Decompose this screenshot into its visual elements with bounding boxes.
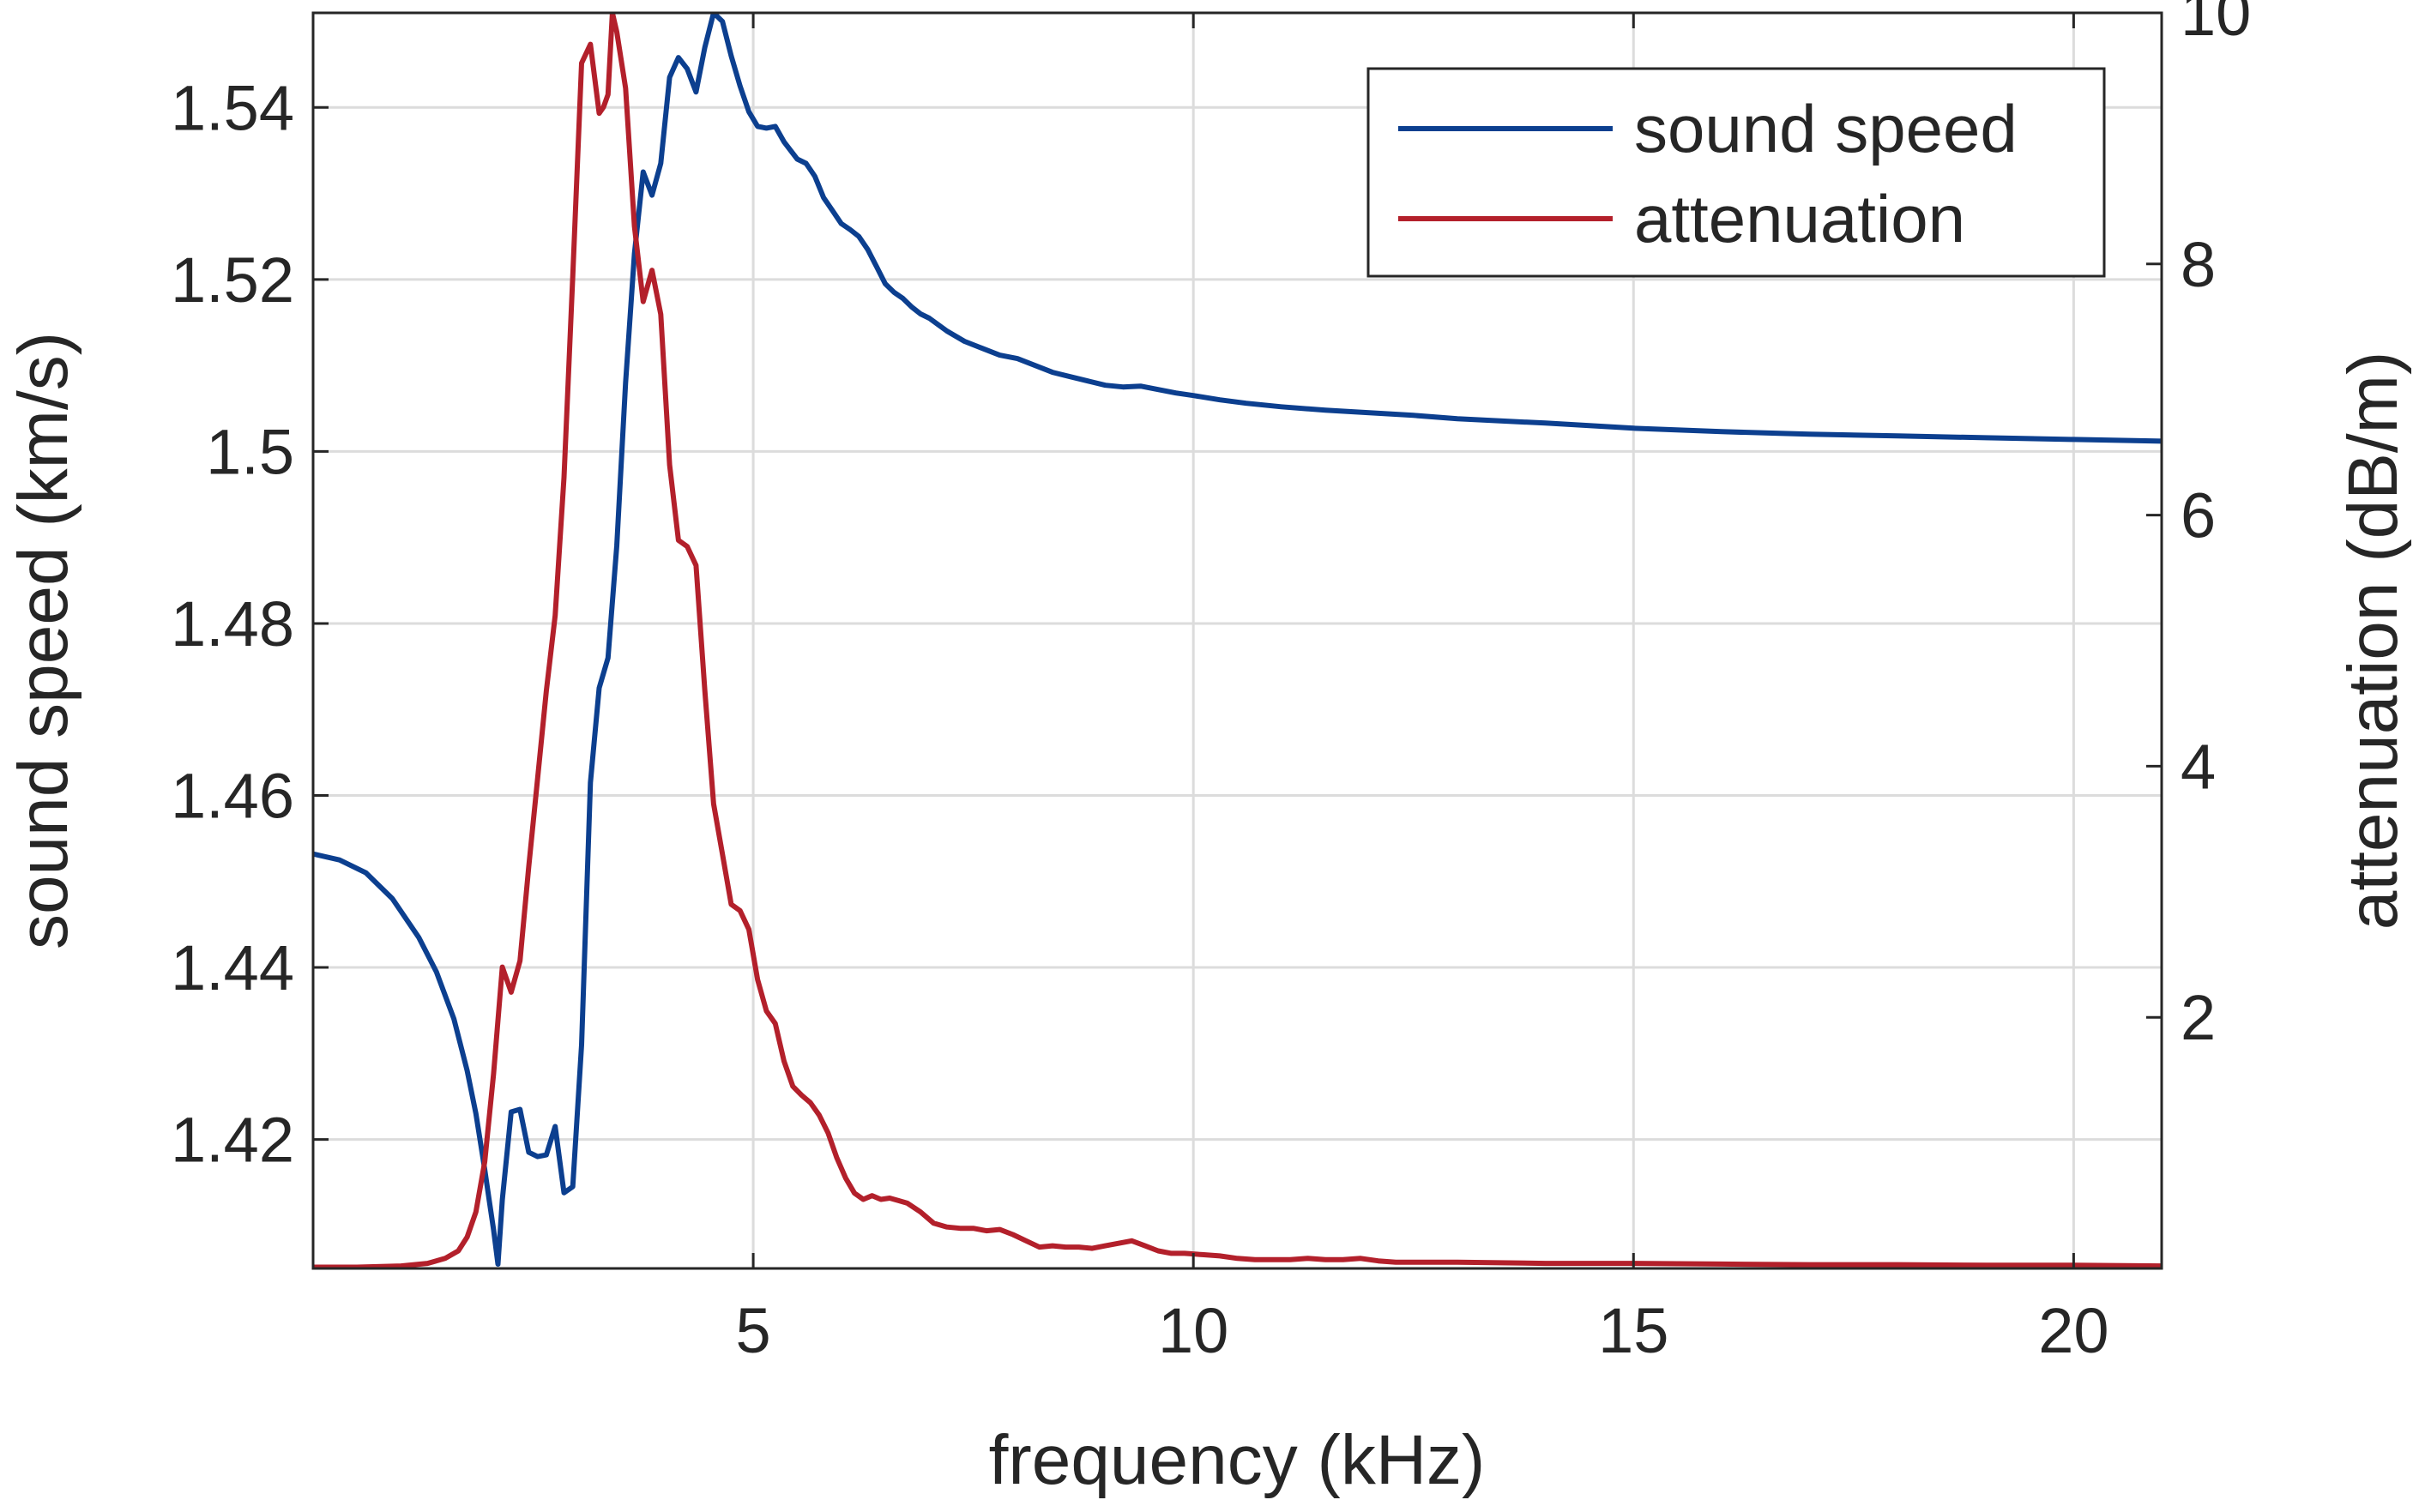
series-line-attenuation	[313, 13, 2162, 1268]
right-y-tick-label: 6	[2181, 480, 2216, 551]
right-y-axis-label: attenuation (dB/m)	[2334, 352, 2412, 931]
right-y-tick-label: 8	[2181, 229, 2216, 300]
right-y-tick-label: 10	[2181, 0, 2251, 49]
x-tick-label: 20	[2038, 1295, 2108, 1366]
x-tick-label: 5	[736, 1295, 771, 1366]
left-y-tick-label: 1.42	[171, 1105, 294, 1176]
left-y-axis-label: sound speed (km/s)	[4, 332, 82, 949]
series-line-sound-speed	[313, 13, 2162, 1267]
x-axis: 5 10 15 20	[736, 13, 2109, 1366]
right-y-axis: 2 4 6 8 10	[2146, 0, 2251, 1053]
left-y-axis: 1.42 1.44 1.46 1.48 1.5 1.52 1.54	[171, 72, 329, 1176]
left-y-tick-label: 1.44	[171, 932, 294, 1003]
right-y-tick-label: 2	[2181, 982, 2216, 1053]
left-y-tick-label: 1.5	[206, 416, 294, 487]
legend-box	[1366, 67, 2106, 278]
plot-frame	[311, 11, 2163, 1270]
left-y-tick-label: 1.54	[171, 72, 294, 143]
x-tick-label: 10	[1158, 1295, 1228, 1366]
legend: sound speed attenuation	[1366, 67, 2106, 278]
x-axis-label: frequency (kHz)	[989, 1421, 1486, 1499]
legend-label-attenuation: attenuation	[1634, 181, 1965, 256]
left-y-tick-label: 1.48	[171, 588, 294, 660]
series-layer	[313, 13, 2162, 1268]
left-y-tick-label: 1.46	[171, 760, 294, 831]
right-y-tick-label: 4	[2181, 731, 2216, 802]
x-tick-label: 15	[1598, 1295, 1668, 1366]
left-y-tick-label: 1.52	[171, 244, 294, 316]
legend-label-sound-speed: sound speed	[1634, 91, 2018, 166]
